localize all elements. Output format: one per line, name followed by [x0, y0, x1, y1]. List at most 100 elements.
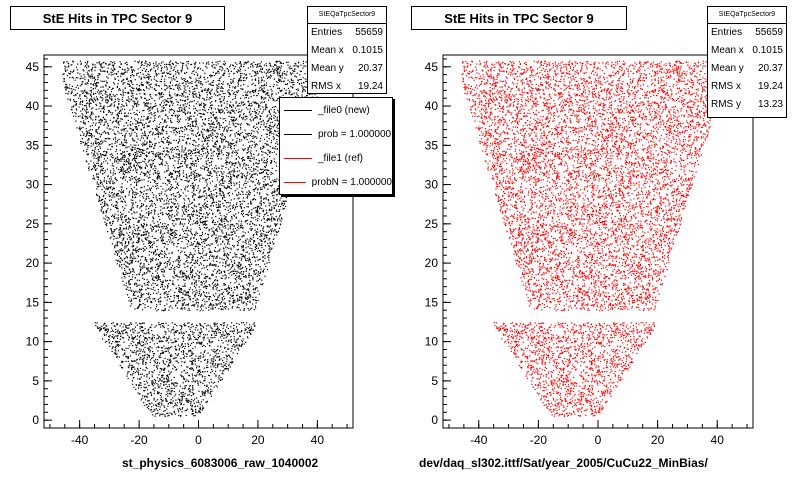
hit-point: [251, 84, 253, 86]
hit-point: [273, 147, 275, 149]
hit-point: [141, 330, 143, 332]
hit-point: [193, 305, 195, 307]
hit-point: [103, 61, 105, 63]
hit-point: [102, 154, 104, 156]
hit-point: [201, 242, 203, 244]
hit-point: [135, 176, 137, 178]
hit-point: [157, 154, 159, 156]
hit-point: [243, 197, 245, 199]
hit-point: [96, 99, 99, 101]
hit-point: [199, 406, 201, 408]
hit-point: [222, 232, 224, 234]
hit-point: [276, 223, 278, 225]
hit-point: [136, 93, 138, 95]
hit-point: [193, 140, 196, 142]
hit-point: [146, 148, 148, 150]
hit-point: [174, 353, 177, 355]
hit-point: [234, 209, 236, 211]
hit-point: [218, 174, 221, 176]
hit-point: [265, 265, 267, 268]
hit-point: [176, 385, 178, 387]
hit-point: [212, 221, 214, 223]
hit-point: [130, 66, 132, 68]
hit-point: [222, 193, 224, 195]
hit-point: [187, 214, 189, 216]
hit-point: [118, 89, 120, 91]
hit-point: [171, 387, 173, 389]
hit-point: [86, 63, 88, 65]
hit-point: [233, 214, 235, 216]
hit-point: [121, 94, 123, 96]
hit-point: [137, 228, 139, 230]
hit-point: [256, 109, 258, 111]
hit-point: [111, 72, 113, 74]
hit-point: [262, 89, 265, 92]
hit-point: [140, 96, 142, 98]
hit-point: [73, 105, 75, 107]
hit-point: [127, 83, 129, 85]
hit-point: [117, 139, 119, 141]
hit-point: [163, 203, 165, 205]
hit-point: [156, 85, 158, 87]
hit-point: [153, 179, 155, 182]
hit-point: [199, 235, 201, 237]
hit-point: [133, 241, 135, 243]
hit-point: [189, 400, 191, 403]
hit-point: [248, 297, 250, 299]
hit-point: [144, 105, 146, 107]
hit-point: [201, 89, 203, 91]
hit-point: [146, 102, 148, 104]
hit-point: [183, 157, 185, 159]
hit-point: [120, 248, 122, 250]
hit-point: [181, 399, 183, 401]
hit-point: [207, 157, 210, 160]
hit-point: [210, 333, 213, 336]
hit-point: [75, 104, 77, 106]
hit-point: [200, 343, 203, 345]
hit-point: [122, 96, 124, 99]
hit-point: [199, 228, 201, 230]
hit-point: [140, 191, 142, 193]
hit-point: [205, 81, 207, 83]
hit-point: [246, 118, 248, 120]
hit-point: [145, 155, 148, 157]
hit-point: [263, 197, 265, 200]
hit-point: [232, 230, 234, 232]
hit-point: [157, 350, 159, 352]
hit-point: [181, 179, 183, 181]
hit-point: [223, 194, 225, 196]
hit-point: [175, 200, 177, 202]
hit-point: [148, 232, 150, 234]
hit-point: [281, 202, 283, 204]
hit-point: [110, 74, 112, 76]
hit-point: [191, 234, 193, 236]
hit-point: [143, 219, 145, 221]
hit-point: [92, 107, 94, 109]
hit-point: [69, 77, 71, 79]
hit-point: [140, 267, 142, 269]
hit-point: [204, 148, 206, 150]
hit-point: [267, 226, 269, 228]
hit-point: [143, 263, 145, 265]
hit-point: [191, 272, 193, 274]
hit-point: [236, 71, 238, 73]
hit-point: [218, 72, 220, 74]
hit-point: [230, 142, 232, 145]
hit-point: [118, 138, 120, 140]
hit-point: [209, 123, 211, 125]
hit-point: [122, 91, 124, 93]
hit-point: [206, 367, 208, 369]
hit-point: [195, 125, 197, 127]
hit-point: [80, 100, 82, 103]
hit-point: [140, 206, 142, 208]
hit-point: [96, 322, 98, 324]
hit-point: [158, 340, 160, 342]
hit-point: [230, 81, 232, 83]
hit-point: [222, 74, 224, 76]
hit-point: [210, 76, 212, 78]
hit-point: [200, 294, 202, 296]
hit-point: [108, 342, 110, 344]
hit-point: [123, 251, 125, 253]
hit-point: [203, 344, 205, 346]
hit-point: [231, 216, 233, 218]
